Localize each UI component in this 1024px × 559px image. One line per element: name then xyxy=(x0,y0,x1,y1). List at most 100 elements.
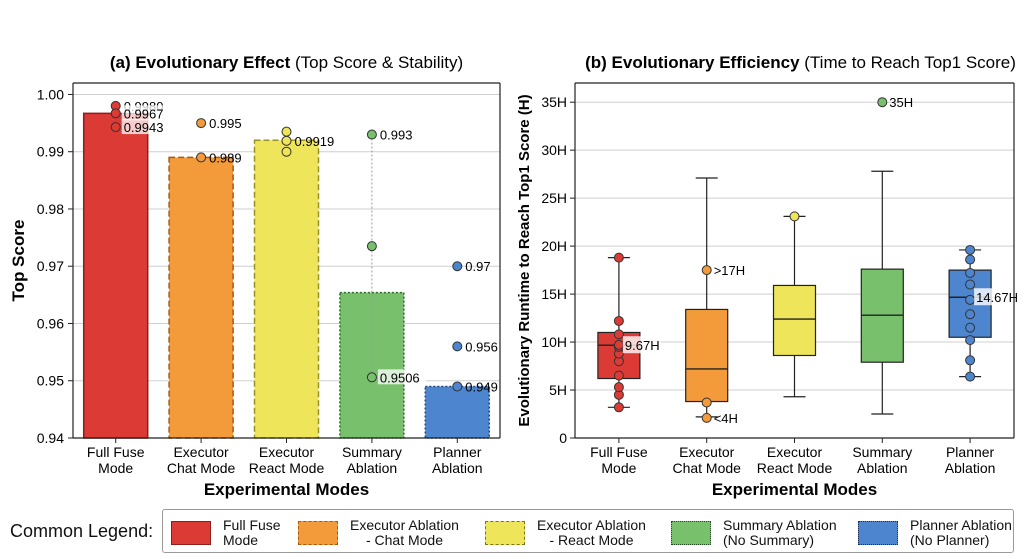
point-label-b-1-0: >17H xyxy=(714,263,745,278)
point-label-a-0-1: 0.9967 xyxy=(124,106,164,121)
point-label-a-4-1: 0.956 xyxy=(465,339,498,354)
point-a-3-2 xyxy=(366,372,377,383)
legend-item-full-fuse: Full Fuse Mode xyxy=(171,516,281,550)
point-b-4-2 xyxy=(965,335,976,346)
legend-box: Full Fuse Mode Executor Ablation - Chat … xyxy=(162,509,1014,553)
bar-3 xyxy=(339,291,405,439)
point-label-a-1-1: 0.989 xyxy=(209,150,242,165)
point-a-4-0 xyxy=(452,261,463,272)
y-tick-label-a: 0.95 xyxy=(37,373,64,389)
x-axis-label-a: Experimental Modes xyxy=(204,480,369,499)
x-tick-label-b-3: Summary Ablation xyxy=(852,444,912,476)
y-tick-label-a: 1.00 xyxy=(37,86,64,102)
point-a-3-0 xyxy=(366,129,377,140)
point-b-1-1 xyxy=(701,397,712,408)
legend-label-planner-ablation: Planner Ablation (No Planner) xyxy=(910,517,1012,548)
median-label-0: 9.67H xyxy=(625,338,660,353)
point-a-0-1 xyxy=(110,108,121,119)
point-a-2-0 xyxy=(281,126,292,137)
legend-swatch-planner-ablation xyxy=(858,521,898,545)
legend-swatch-chat-mode xyxy=(298,521,338,545)
point-b-0-9 xyxy=(613,315,624,326)
point-b-4-1 xyxy=(965,355,976,366)
point-b-1-0 xyxy=(701,265,712,276)
point-a-0-2 xyxy=(110,122,121,133)
x-tick-label-a-3: Summary Ablation xyxy=(342,444,402,476)
y-tick-label-b: 35H xyxy=(541,94,567,110)
point-b-3-0 xyxy=(877,97,888,108)
point-b-0-2 xyxy=(613,382,624,393)
point-b-4-7 xyxy=(965,267,976,278)
x-tick-label-a-4: Planner Ablation xyxy=(432,444,483,476)
legend-swatch-react-mode xyxy=(485,521,525,545)
point-b-2-0 xyxy=(789,211,800,222)
y-tick-label-a: 0.96 xyxy=(37,315,64,331)
y-tick-label-a: 0.94 xyxy=(37,430,64,446)
legend-item-react-mode: Executor Ablation - React Mode xyxy=(485,516,646,550)
panel-a-title: (a) Evolutionary Effect (Top Score & Sta… xyxy=(110,53,463,72)
legend-label-react-mode: Executor Ablation - React Mode xyxy=(537,517,646,548)
label-bg-a xyxy=(377,126,419,142)
y-axis-label-b: Evolutionary Runtime to Reach Top1 Score… xyxy=(516,94,533,426)
point-b-1-2 xyxy=(701,412,712,423)
y-tick-label-b: 25H xyxy=(541,190,567,206)
point-b-4-8 xyxy=(965,254,976,265)
y-tick-label-b: 20H xyxy=(541,238,567,254)
label-bg-a xyxy=(377,369,427,385)
legend-label-chat-mode: Executor Ablation - Chat Mode xyxy=(350,517,459,548)
y-tick-label-b: 0 xyxy=(559,430,567,446)
legend-swatch-summary-ablation xyxy=(671,521,711,545)
legend-label-summary-ablation: Summary Ablation (No Summary) xyxy=(723,517,837,548)
y-tick-label-a: 0.98 xyxy=(37,201,64,217)
point-b-4-3 xyxy=(965,322,976,333)
bar-2 xyxy=(253,139,320,439)
x-tick-label-b-0: Full Fuse Mode xyxy=(590,444,648,476)
point-b-4-6 xyxy=(965,279,976,290)
legend-item-chat-mode: Executor Ablation - Chat Mode xyxy=(298,516,459,550)
panel-b-title: (b) Evolutionary Efficiency (Time to Rea… xyxy=(585,53,1016,72)
point-b-0-7 xyxy=(613,339,624,350)
y-tick-label-b: 10H xyxy=(541,334,567,350)
median-label-4: 14.67H xyxy=(976,290,1018,305)
bar-1 xyxy=(168,156,234,439)
point-b-0-8 xyxy=(613,329,624,340)
median-label-bg-4 xyxy=(974,288,1020,306)
point-a-2-1 xyxy=(281,135,292,146)
point-label-a-3-0: 0.993 xyxy=(380,128,413,143)
chart-canvas: 0.940.950.960.970.980.991.000.99800.9967… xyxy=(9,53,1020,499)
label-bg-a xyxy=(121,105,171,121)
point-b-0-0 xyxy=(613,402,624,413)
point-b-4-5 xyxy=(965,294,976,305)
x-tick-label-a-0: Full Fuse Mode xyxy=(87,444,145,476)
point-a-4-1 xyxy=(452,341,463,352)
point-b-0-3 xyxy=(613,370,624,381)
point-a-3-1 xyxy=(366,241,377,252)
x-tick-label-b-1: Executor Chat Mode xyxy=(672,444,741,476)
box-2 xyxy=(772,284,817,357)
box-1 xyxy=(685,308,729,403)
bar-0 xyxy=(82,112,149,439)
median-label-bg-0 xyxy=(622,336,661,354)
y-tick-label-b: 15H xyxy=(541,286,567,302)
point-b-0-10 xyxy=(613,252,624,263)
x-axis-label-b: Experimental Modes xyxy=(712,480,877,499)
legend-item-planner-ablation: Planner Ablation (No Planner) xyxy=(858,516,1012,550)
y-tick-label-b: 5H xyxy=(549,382,567,398)
x-tick-label-b-2: Executor React Mode xyxy=(757,444,833,476)
point-label-b-1-2: <4H xyxy=(714,411,738,426)
point-label-a-2-1: 0.9919 xyxy=(295,134,335,149)
point-label-a-3-2: 0.9506 xyxy=(380,370,420,385)
point-a-4-2 xyxy=(452,381,463,392)
point-label-a-0-2: 0.9943 xyxy=(124,120,164,135)
x-tick-label-a-1: Executor Chat Mode xyxy=(167,444,236,476)
point-label-a-4-2: 0.949 xyxy=(465,379,498,394)
legend-swatch-full-fuse xyxy=(171,521,211,545)
point-label-a-4-0: 0.97 xyxy=(465,259,490,274)
point-b-4-0 xyxy=(965,371,976,382)
point-a-1-1 xyxy=(196,152,207,163)
point-a-1-0 xyxy=(196,118,207,129)
point-b-4-4 xyxy=(965,309,976,320)
y-tick-label-a: 0.99 xyxy=(37,144,64,160)
y-tick-label-a: 0.97 xyxy=(37,258,64,274)
label-bg-a xyxy=(121,119,171,135)
